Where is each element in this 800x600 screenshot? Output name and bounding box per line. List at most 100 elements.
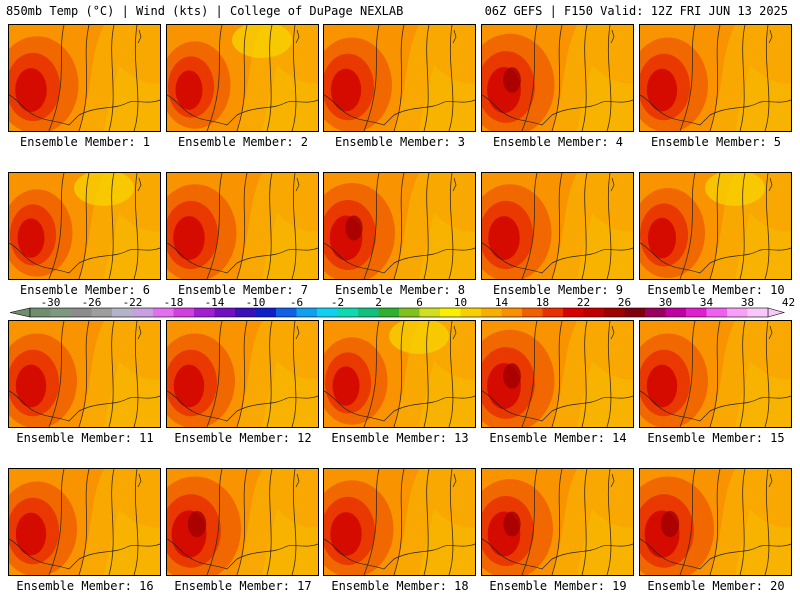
colorbar-swatch: [132, 308, 154, 317]
temperature-map: [167, 321, 318, 427]
temperature-map: [9, 321, 160, 427]
colorbar-swatch: [501, 308, 523, 317]
colorbar-tick-label: -22: [122, 296, 143, 309]
ensemble-map-panel: [8, 172, 161, 280]
temperature-map: [482, 469, 633, 575]
model-run-info: 06Z GEFS | F150 Valid: 12Z FRI JUN 13 20…: [484, 4, 788, 18]
ensemble-map-panel: [8, 24, 161, 132]
ensemble-member-label: Ensemble Member: 12: [174, 431, 312, 445]
colorbar-swatch: [460, 308, 482, 317]
colorbar-swatch: [665, 308, 687, 317]
colorbar-tick-label: 2: [375, 296, 382, 309]
temperature-colorbar: [0, 298, 800, 322]
colorbar-tick-label: -6: [289, 296, 304, 309]
ensemble-member-label: Ensemble Member: 6: [19, 283, 151, 297]
colorbar-tick-label: -18: [163, 296, 184, 309]
colorbar-tick-label: -26: [81, 296, 102, 309]
colorbar-tick-label: 18: [535, 296, 550, 309]
colorbar-tick-label: 30: [658, 296, 673, 309]
ensemble-map-panel: [166, 24, 319, 132]
colorbar-swatch: [91, 308, 113, 317]
ensemble-map-panel: [481, 320, 634, 428]
colorbar-tick-label: -14: [204, 296, 225, 309]
colorbar-swatch: [686, 308, 707, 317]
colorbar-swatch: [358, 308, 379, 317]
colorbar-tick-label: 14: [494, 296, 509, 309]
colorbar-swatch: [399, 308, 420, 317]
ensemble-member-label: Ensemble Member: 14: [489, 431, 627, 445]
ensemble-member-label: Ensemble Member: 10: [647, 283, 785, 297]
temperature-map: [640, 25, 791, 131]
temperature-map: [9, 173, 160, 279]
colorbar-tick-label: -30: [40, 296, 61, 309]
ensemble-member-label: Ensemble Member: 20: [647, 579, 785, 593]
ensemble-map-panel: [166, 172, 319, 280]
temperature-map: [482, 321, 633, 427]
ensemble-member-label: Ensemble Member: 18: [331, 579, 469, 593]
colorbar-swatch: [378, 308, 400, 317]
ensemble-member-label: Ensemble Member: 9: [492, 283, 624, 297]
colorbar-tick-label: 6: [416, 296, 423, 309]
temperature-map: [9, 469, 160, 575]
ensemble-map-panel: [323, 172, 476, 280]
temperature-map: [324, 173, 475, 279]
temperature-map: [167, 173, 318, 279]
colorbar-swatch: [153, 308, 174, 317]
colorbar-swatch: [112, 308, 133, 317]
temperature-map: [640, 321, 791, 427]
colorbar-swatch: [255, 308, 277, 317]
colorbar-swatch: [563, 308, 584, 317]
temperature-map: [9, 25, 160, 131]
colorbar-swatch: [706, 308, 728, 317]
ensemble-member-label: Ensemble Member: 15: [647, 431, 785, 445]
ensemble-map-panel: [8, 468, 161, 576]
ensemble-member-label: Ensemble Member: 19: [489, 579, 627, 593]
temperature-map: [324, 469, 475, 575]
colorbar-swatch: [173, 308, 195, 317]
colorbar-tick-label: 22: [576, 296, 591, 309]
colorbar-swatch: [214, 308, 236, 317]
colorbar-graphic: [9, 307, 786, 318]
colorbar-swatch: [30, 308, 51, 317]
colorbar-swatch: [522, 308, 543, 317]
temperature-map: [167, 25, 318, 131]
colorbar-swatch: [317, 308, 338, 317]
colorbar-tick-label: 42: [781, 296, 796, 309]
ensemble-map-panel: [639, 172, 792, 280]
colorbar-swatch: [604, 308, 625, 317]
ensemble-member-label: Ensemble Member: 5: [650, 135, 782, 149]
colorbar-swatch: [583, 308, 605, 317]
colorbar-tick-labels: -30 -26 -22 -18 -14 -10 -6 -2 2 6 10 14 18 22 26 30 34 38…: [0, 297, 800, 309]
colorbar-swatch: [440, 308, 461, 317]
colorbar-high-arrow: [767, 307, 786, 318]
colorbar-swatch: [542, 308, 564, 317]
ensemble-map-panel: [639, 24, 792, 132]
colorbar-swatch: [747, 308, 769, 317]
temperature-map: [640, 173, 791, 279]
ensemble-map-panel: [481, 468, 634, 576]
ensemble-member-label: Ensemble Member: 11: [16, 431, 154, 445]
ensemble-member-label: Ensemble Member: 7: [177, 283, 309, 297]
colorbar-swatch: [276, 308, 297, 317]
colorbar-swatch: [419, 308, 441, 317]
ensemble-map-panel: [639, 320, 792, 428]
ensemble-member-label: Ensemble Member: 8: [334, 283, 466, 297]
ensemble-member-label: Ensemble Member: 17: [174, 579, 312, 593]
map-title: 850mb Temp (°C) | Wind (kts) | College o…: [6, 4, 404, 18]
temperature-map: [324, 25, 475, 131]
colorbar-tick-label: 38: [740, 296, 755, 309]
temperature-map: [167, 469, 318, 575]
ensemble-map-panel: [323, 320, 476, 428]
colorbar-swatch: [235, 308, 256, 317]
ensemble-map-panel: [166, 320, 319, 428]
colorbar-tick-label: -10: [245, 296, 266, 309]
colorbar-swatch: [624, 308, 646, 317]
ensemble-member-label: Ensemble Member: 1: [19, 135, 151, 149]
colorbar-swatch: [727, 308, 748, 317]
colorbar-swatch: [296, 308, 318, 317]
ensemble-member-label: Ensemble Member: 3: [334, 135, 466, 149]
ensemble-map-panel: [323, 468, 476, 576]
ensemble-map-panel: [639, 468, 792, 576]
ensemble-map-panel: [8, 320, 161, 428]
temperature-map: [640, 469, 791, 575]
